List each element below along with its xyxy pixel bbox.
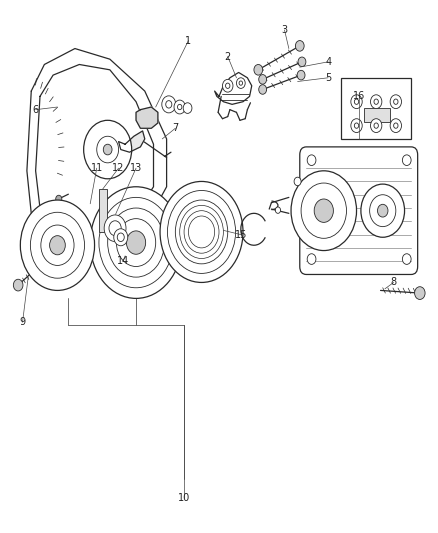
Circle shape bbox=[307, 254, 316, 264]
FancyBboxPatch shape bbox=[341, 78, 411, 139]
Text: 16: 16 bbox=[353, 91, 365, 101]
Circle shape bbox=[298, 57, 306, 67]
Circle shape bbox=[390, 95, 402, 109]
Bar bbox=[364, 108, 390, 122]
Circle shape bbox=[371, 95, 382, 109]
Text: 3: 3 bbox=[282, 25, 288, 35]
Circle shape bbox=[237, 78, 245, 88]
Circle shape bbox=[84, 120, 132, 179]
Polygon shape bbox=[136, 107, 158, 128]
Bar bbox=[99, 189, 107, 232]
Circle shape bbox=[49, 236, 65, 255]
Text: 2: 2 bbox=[225, 52, 231, 61]
Circle shape bbox=[103, 144, 112, 155]
Text: 12: 12 bbox=[113, 163, 125, 173]
Text: 6: 6 bbox=[32, 104, 39, 115]
Text: 9: 9 bbox=[19, 317, 25, 327]
Text: 5: 5 bbox=[325, 73, 331, 83]
Text: 8: 8 bbox=[391, 278, 397, 287]
Circle shape bbox=[104, 215, 126, 241]
Circle shape bbox=[378, 204, 388, 217]
Polygon shape bbox=[119, 131, 145, 152]
Text: 10: 10 bbox=[178, 492, 190, 503]
Text: 7: 7 bbox=[172, 123, 178, 133]
Circle shape bbox=[259, 85, 267, 94]
Circle shape bbox=[314, 199, 333, 222]
Circle shape bbox=[90, 187, 182, 298]
Circle shape bbox=[295, 41, 304, 51]
Circle shape bbox=[291, 171, 357, 251]
Text: 4: 4 bbox=[325, 57, 331, 67]
Circle shape bbox=[276, 207, 281, 213]
Circle shape bbox=[294, 177, 301, 185]
Circle shape bbox=[20, 200, 95, 290]
Circle shape bbox=[127, 231, 146, 254]
Circle shape bbox=[259, 75, 267, 84]
Circle shape bbox=[174, 100, 185, 114]
Text: 1: 1 bbox=[185, 36, 191, 45]
FancyBboxPatch shape bbox=[300, 147, 418, 274]
Circle shape bbox=[390, 119, 402, 133]
Circle shape bbox=[56, 195, 62, 203]
Text: 11: 11 bbox=[91, 163, 103, 173]
Circle shape bbox=[223, 79, 233, 92]
Circle shape bbox=[254, 64, 263, 75]
Circle shape bbox=[351, 95, 362, 109]
Circle shape bbox=[13, 279, 23, 291]
Circle shape bbox=[403, 155, 411, 165]
Circle shape bbox=[160, 181, 243, 282]
Circle shape bbox=[183, 103, 192, 114]
Circle shape bbox=[162, 96, 176, 113]
Text: 13: 13 bbox=[130, 163, 142, 173]
Circle shape bbox=[371, 119, 382, 133]
Text: 15: 15 bbox=[235, 230, 247, 240]
Text: 14: 14 bbox=[117, 256, 129, 266]
Circle shape bbox=[361, 184, 405, 237]
Circle shape bbox=[307, 155, 316, 165]
Circle shape bbox=[415, 287, 425, 300]
Circle shape bbox=[351, 119, 362, 133]
Circle shape bbox=[297, 70, 305, 80]
Circle shape bbox=[114, 229, 128, 246]
Circle shape bbox=[403, 254, 411, 264]
